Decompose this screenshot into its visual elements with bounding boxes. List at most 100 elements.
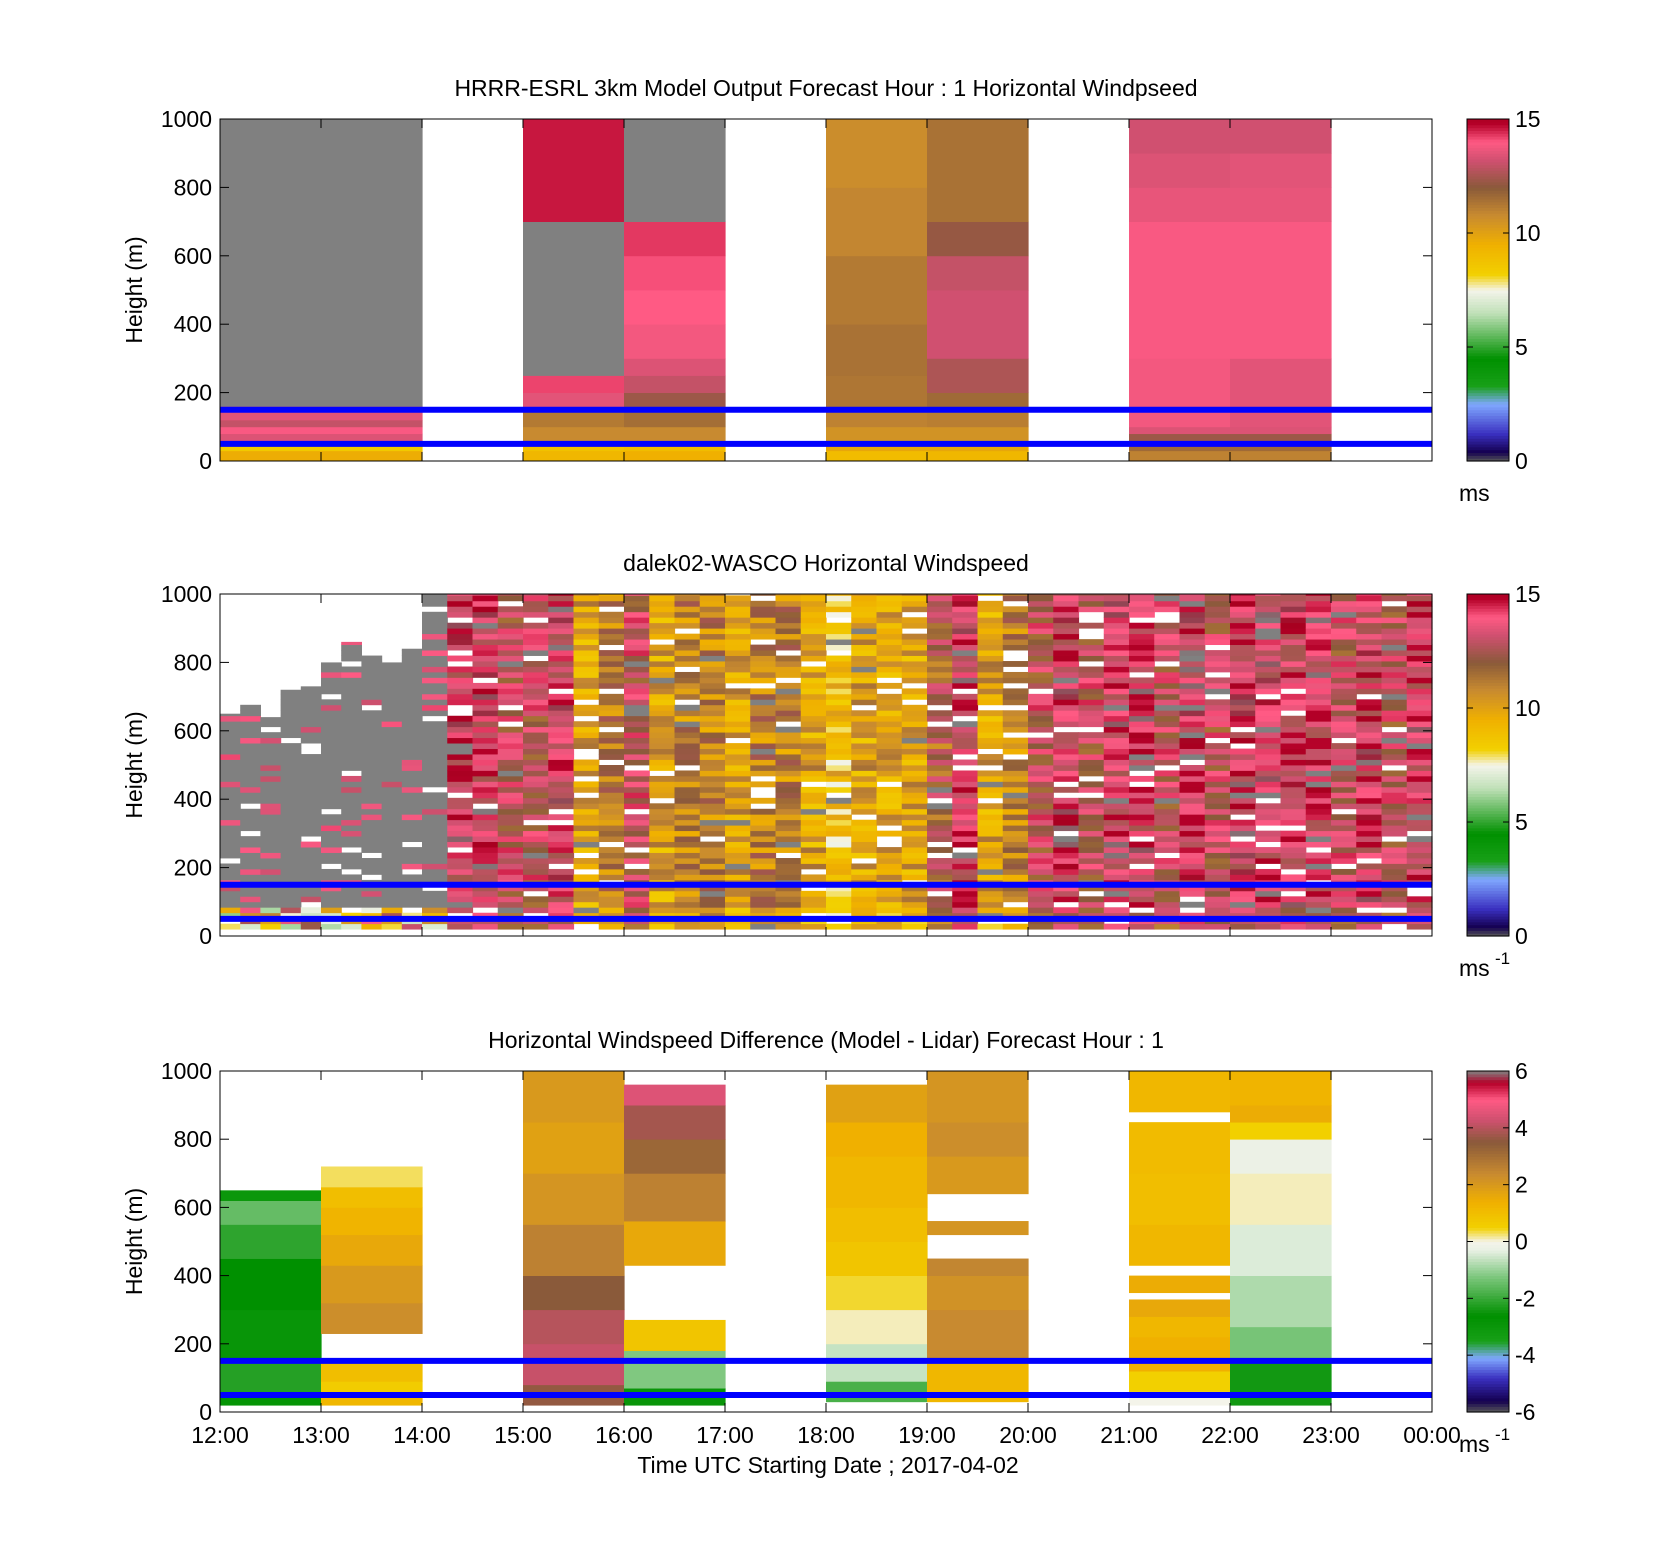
heatmap-cell xyxy=(321,901,342,908)
colorbar-swatch xyxy=(1467,1252,1509,1257)
heatmap-cell xyxy=(1154,704,1181,711)
heatmap-cell xyxy=(341,830,362,837)
heatmap-cell xyxy=(1255,715,1282,722)
heatmap-cell xyxy=(1103,819,1130,826)
heatmap-cell xyxy=(1053,896,1080,903)
heatmap-cell xyxy=(260,743,282,749)
heatmap-cell xyxy=(240,775,261,782)
heatmap-cell xyxy=(1204,633,1231,640)
heatmap-cell xyxy=(826,688,852,695)
colorbar-swatch xyxy=(1467,361,1509,365)
heatmap-cell xyxy=(401,847,423,853)
heatmap-cell xyxy=(548,699,575,706)
colorbar-swatch xyxy=(1467,432,1509,436)
heatmap-cell xyxy=(300,765,322,771)
heatmap-cell xyxy=(1280,781,1307,788)
heatmap-cell xyxy=(1331,606,1357,613)
heatmap-cell xyxy=(472,890,499,897)
heatmap-cell xyxy=(674,847,701,853)
heatmap-cell xyxy=(725,786,751,793)
heatmap-cell xyxy=(321,737,342,744)
heatmap-cell xyxy=(497,611,524,618)
heatmap-cell xyxy=(573,896,600,903)
heatmap-cell xyxy=(321,923,342,930)
heatmap-cell xyxy=(1028,661,1054,667)
heatmap-cell xyxy=(1103,852,1130,859)
heatmap-cell xyxy=(1356,792,1383,799)
colorbar-swatch xyxy=(1467,884,1509,889)
heatmap-cell xyxy=(1331,650,1357,656)
heatmap-cell xyxy=(1255,923,1282,930)
colorbar-swatch xyxy=(1467,233,1509,237)
heatmap-cell xyxy=(548,847,575,853)
heatmap-cell xyxy=(1280,858,1307,864)
heatmap-cell xyxy=(1230,426,1332,435)
heatmap-cell xyxy=(341,732,362,739)
heatmap-cell xyxy=(927,781,953,788)
heatmap-cell xyxy=(497,765,524,771)
heatmap-cell xyxy=(826,677,852,684)
heatmap-cell xyxy=(1103,770,1130,777)
heatmap-cell xyxy=(1255,600,1282,607)
heatmap-cell xyxy=(1028,671,1054,678)
heatmap-cell xyxy=(1381,594,1408,596)
heatmap-cell xyxy=(977,907,1004,914)
heatmap-cell xyxy=(548,622,575,629)
heatmap-cell xyxy=(280,759,302,766)
heatmap-cell xyxy=(851,715,878,722)
heatmap-cell xyxy=(472,710,499,717)
heatmap-cell xyxy=(1230,682,1256,689)
heatmap-cell xyxy=(1129,896,1155,903)
heatmap-cell xyxy=(341,874,362,881)
heatmap-cell xyxy=(901,639,928,646)
heatmap-cell xyxy=(523,1309,625,1345)
heatmap-cell xyxy=(826,443,928,452)
heatmap-cell xyxy=(447,682,474,689)
heatmap-cell xyxy=(851,688,878,695)
colorbar-swatch xyxy=(1467,790,1509,795)
heatmap-cell xyxy=(725,765,751,771)
heatmap-cell xyxy=(649,890,676,897)
heatmap-cell xyxy=(1002,868,1029,875)
heatmap-cell xyxy=(523,639,549,646)
heatmap-cell xyxy=(280,781,302,788)
heatmap-cell xyxy=(775,858,802,864)
colorbar-swatch xyxy=(1467,290,1509,294)
heatmap-cell xyxy=(1381,770,1408,777)
colorbar-swatch xyxy=(1467,913,1509,917)
heatmap-cell xyxy=(624,324,726,359)
heatmap-cell xyxy=(1053,622,1080,629)
heatmap-cell xyxy=(699,611,726,618)
heatmap-cell xyxy=(598,923,625,930)
heatmap-cell xyxy=(826,775,852,782)
heatmap-cell xyxy=(1230,890,1256,897)
heatmap-cell xyxy=(750,721,777,728)
heatmap-cell xyxy=(341,890,362,897)
heatmap-cell xyxy=(523,754,549,760)
heatmap-cell xyxy=(977,628,1004,635)
heatmap-cell xyxy=(573,737,600,744)
heatmap-cell xyxy=(548,737,575,744)
heatmap-cell xyxy=(1179,617,1206,624)
heatmap-cell xyxy=(300,715,322,722)
heatmap-cell xyxy=(826,666,852,673)
heatmap-cell xyxy=(1255,661,1282,667)
heatmap-cell xyxy=(1406,600,1433,607)
colorbar-swatch xyxy=(1467,384,1509,388)
heatmap-cell xyxy=(927,119,1029,222)
heatmap-cell xyxy=(1078,622,1105,629)
colorbar-swatch xyxy=(1467,616,1509,621)
heatmap-cell xyxy=(1255,901,1282,908)
colorbar-swatch xyxy=(1467,847,1509,852)
heatmap-cell xyxy=(876,699,903,706)
heatmap-cell xyxy=(699,726,726,733)
heatmap-cell xyxy=(624,830,650,837)
colorbar-swatch xyxy=(1467,1159,1509,1163)
heatmap-cell xyxy=(1381,786,1408,793)
heatmap-cell xyxy=(927,732,953,739)
heatmap-cell xyxy=(901,655,928,662)
heatmap-cell xyxy=(1230,754,1256,760)
heatmap-cell xyxy=(1028,726,1054,733)
heatmap-cell xyxy=(422,907,448,914)
